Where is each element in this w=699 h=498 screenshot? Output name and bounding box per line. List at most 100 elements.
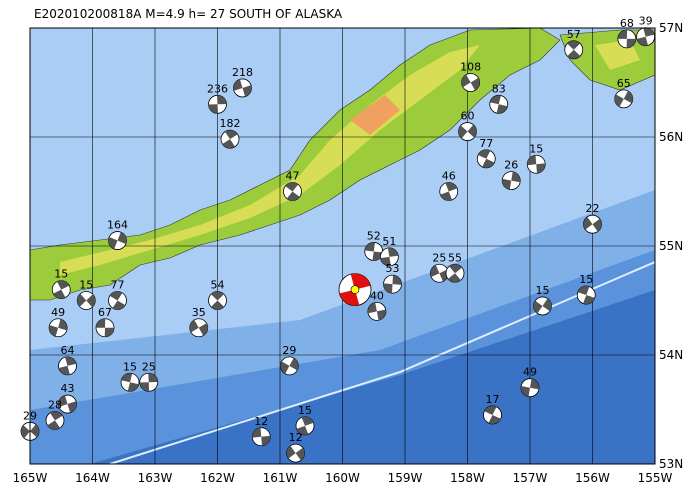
ball-quadrant: [458, 124, 477, 139]
ball-quadrant: [96, 318, 114, 337]
beachball: [429, 263, 449, 283]
depth-label: 29: [282, 344, 296, 357]
ball-quadrant: [286, 445, 305, 461]
depth-label: 12: [289, 431, 303, 444]
depth-label: 15: [54, 268, 68, 281]
beachball: [614, 89, 634, 109]
beachball: [283, 182, 302, 201]
depth-label: 46: [442, 170, 456, 183]
events: 68 39 108 57 65 83 236 218 182 60 77 26 15 46 22 47 164 5…: [20, 15, 656, 463]
depth-label: 25: [142, 360, 156, 373]
beachball: [108, 231, 127, 250]
depth-label: 54: [211, 279, 225, 292]
depth-label: 49: [523, 366, 537, 379]
depth-label: 51: [382, 235, 396, 248]
x-tick-label: 159W: [388, 471, 423, 485]
depth-label: 77: [111, 279, 125, 292]
beachball: [76, 291, 96, 310]
beachball: [95, 318, 115, 338]
y-tick-label: 53N: [659, 457, 683, 471]
title: E202010200818A M=4.9 h= 27 SOUTH OF ALAS…: [34, 7, 343, 21]
beachball: [58, 356, 77, 376]
depth-label: 236: [207, 82, 228, 95]
depth-label: 47: [286, 170, 300, 183]
beachball: [251, 427, 271, 447]
ball-quadrant: [567, 40, 581, 59]
depth-label: 218: [232, 66, 253, 79]
x-tick-label: 165W: [13, 471, 48, 485]
depth-label: 28: [48, 398, 62, 411]
beachball: [564, 40, 584, 60]
ball-quadrant: [233, 79, 252, 97]
depth-label: 15: [579, 273, 593, 286]
ball-quadrant: [490, 95, 508, 114]
beachball: [208, 94, 227, 114]
beachball: [526, 154, 546, 174]
beachball: [189, 318, 209, 338]
beachball: [445, 263, 465, 283]
beachball: [367, 301, 387, 321]
ball-quadrant: [53, 280, 70, 299]
ball-quadrant: [49, 319, 68, 337]
beachball: [483, 405, 502, 425]
ball-quadrant: [502, 171, 521, 190]
depth-label: 12: [254, 415, 268, 428]
ball-quadrant: [296, 416, 314, 435]
ball-quadrant: [47, 411, 63, 430]
depth-label: 77: [479, 137, 493, 150]
x-tick-label: 163W: [138, 471, 173, 485]
ball-quadrant: [448, 264, 462, 283]
y-tick-label: 56N: [659, 130, 683, 144]
depth-label: 40: [370, 289, 384, 302]
epicenter: [350, 285, 360, 294]
ball-quadrant: [108, 232, 127, 249]
depth-label: 52: [367, 229, 381, 242]
beachball: [233, 78, 252, 98]
ball-quadrant: [121, 373, 139, 392]
beachball: [295, 416, 315, 436]
beachball: [458, 122, 477, 141]
beachball: [461, 73, 481, 92]
beachball: [364, 242, 384, 261]
x-tick-label: 158W: [450, 471, 485, 485]
y-tick-label: 54N: [659, 348, 683, 362]
ball-quadrant: [614, 90, 633, 107]
ball-quadrant: [211, 291, 224, 310]
ball-quadrant: [636, 27, 655, 46]
depth-label: 15: [79, 279, 93, 292]
x-tick-label: 155W: [638, 471, 673, 485]
depth-label: 164: [107, 219, 128, 232]
depth-label: 53: [386, 262, 400, 275]
frame: [29, 27, 656, 465]
ball-quadrant: [521, 378, 539, 397]
beachball: [58, 394, 77, 414]
depth-label: 22: [586, 202, 600, 215]
ball-quadrant: [58, 395, 77, 413]
depth-label: 67: [98, 306, 112, 319]
depth-label: 17: [486, 393, 500, 406]
beachball: [220, 129, 240, 149]
depth-label: 57: [567, 28, 581, 41]
x-tick-label: 161W: [263, 471, 298, 485]
ball-quadrant: [189, 319, 208, 336]
y-tick-label: 55N: [659, 239, 683, 253]
depth-label: 108: [460, 61, 481, 74]
ball-quadrant: [109, 291, 126, 310]
ball-quadrant: [583, 216, 602, 232]
ball-quadrant: [77, 293, 96, 308]
ball-quadrant: [533, 298, 552, 314]
ball-quadrant: [139, 373, 158, 392]
depth-label: 43: [61, 382, 75, 395]
ball-quadrant: [252, 427, 271, 446]
beachball: [533, 296, 552, 316]
ball-quadrant: [440, 182, 458, 201]
beachball: [383, 274, 402, 294]
ball-quadrant: [380, 247, 399, 266]
beachball: [583, 214, 602, 234]
ball-quadrant: [461, 74, 480, 91]
depth-label: 25: [432, 251, 446, 264]
beachball: [520, 378, 540, 398]
depth-label: 26: [504, 159, 518, 172]
beachball: [439, 182, 459, 201]
depth-label: 60: [461, 110, 475, 123]
